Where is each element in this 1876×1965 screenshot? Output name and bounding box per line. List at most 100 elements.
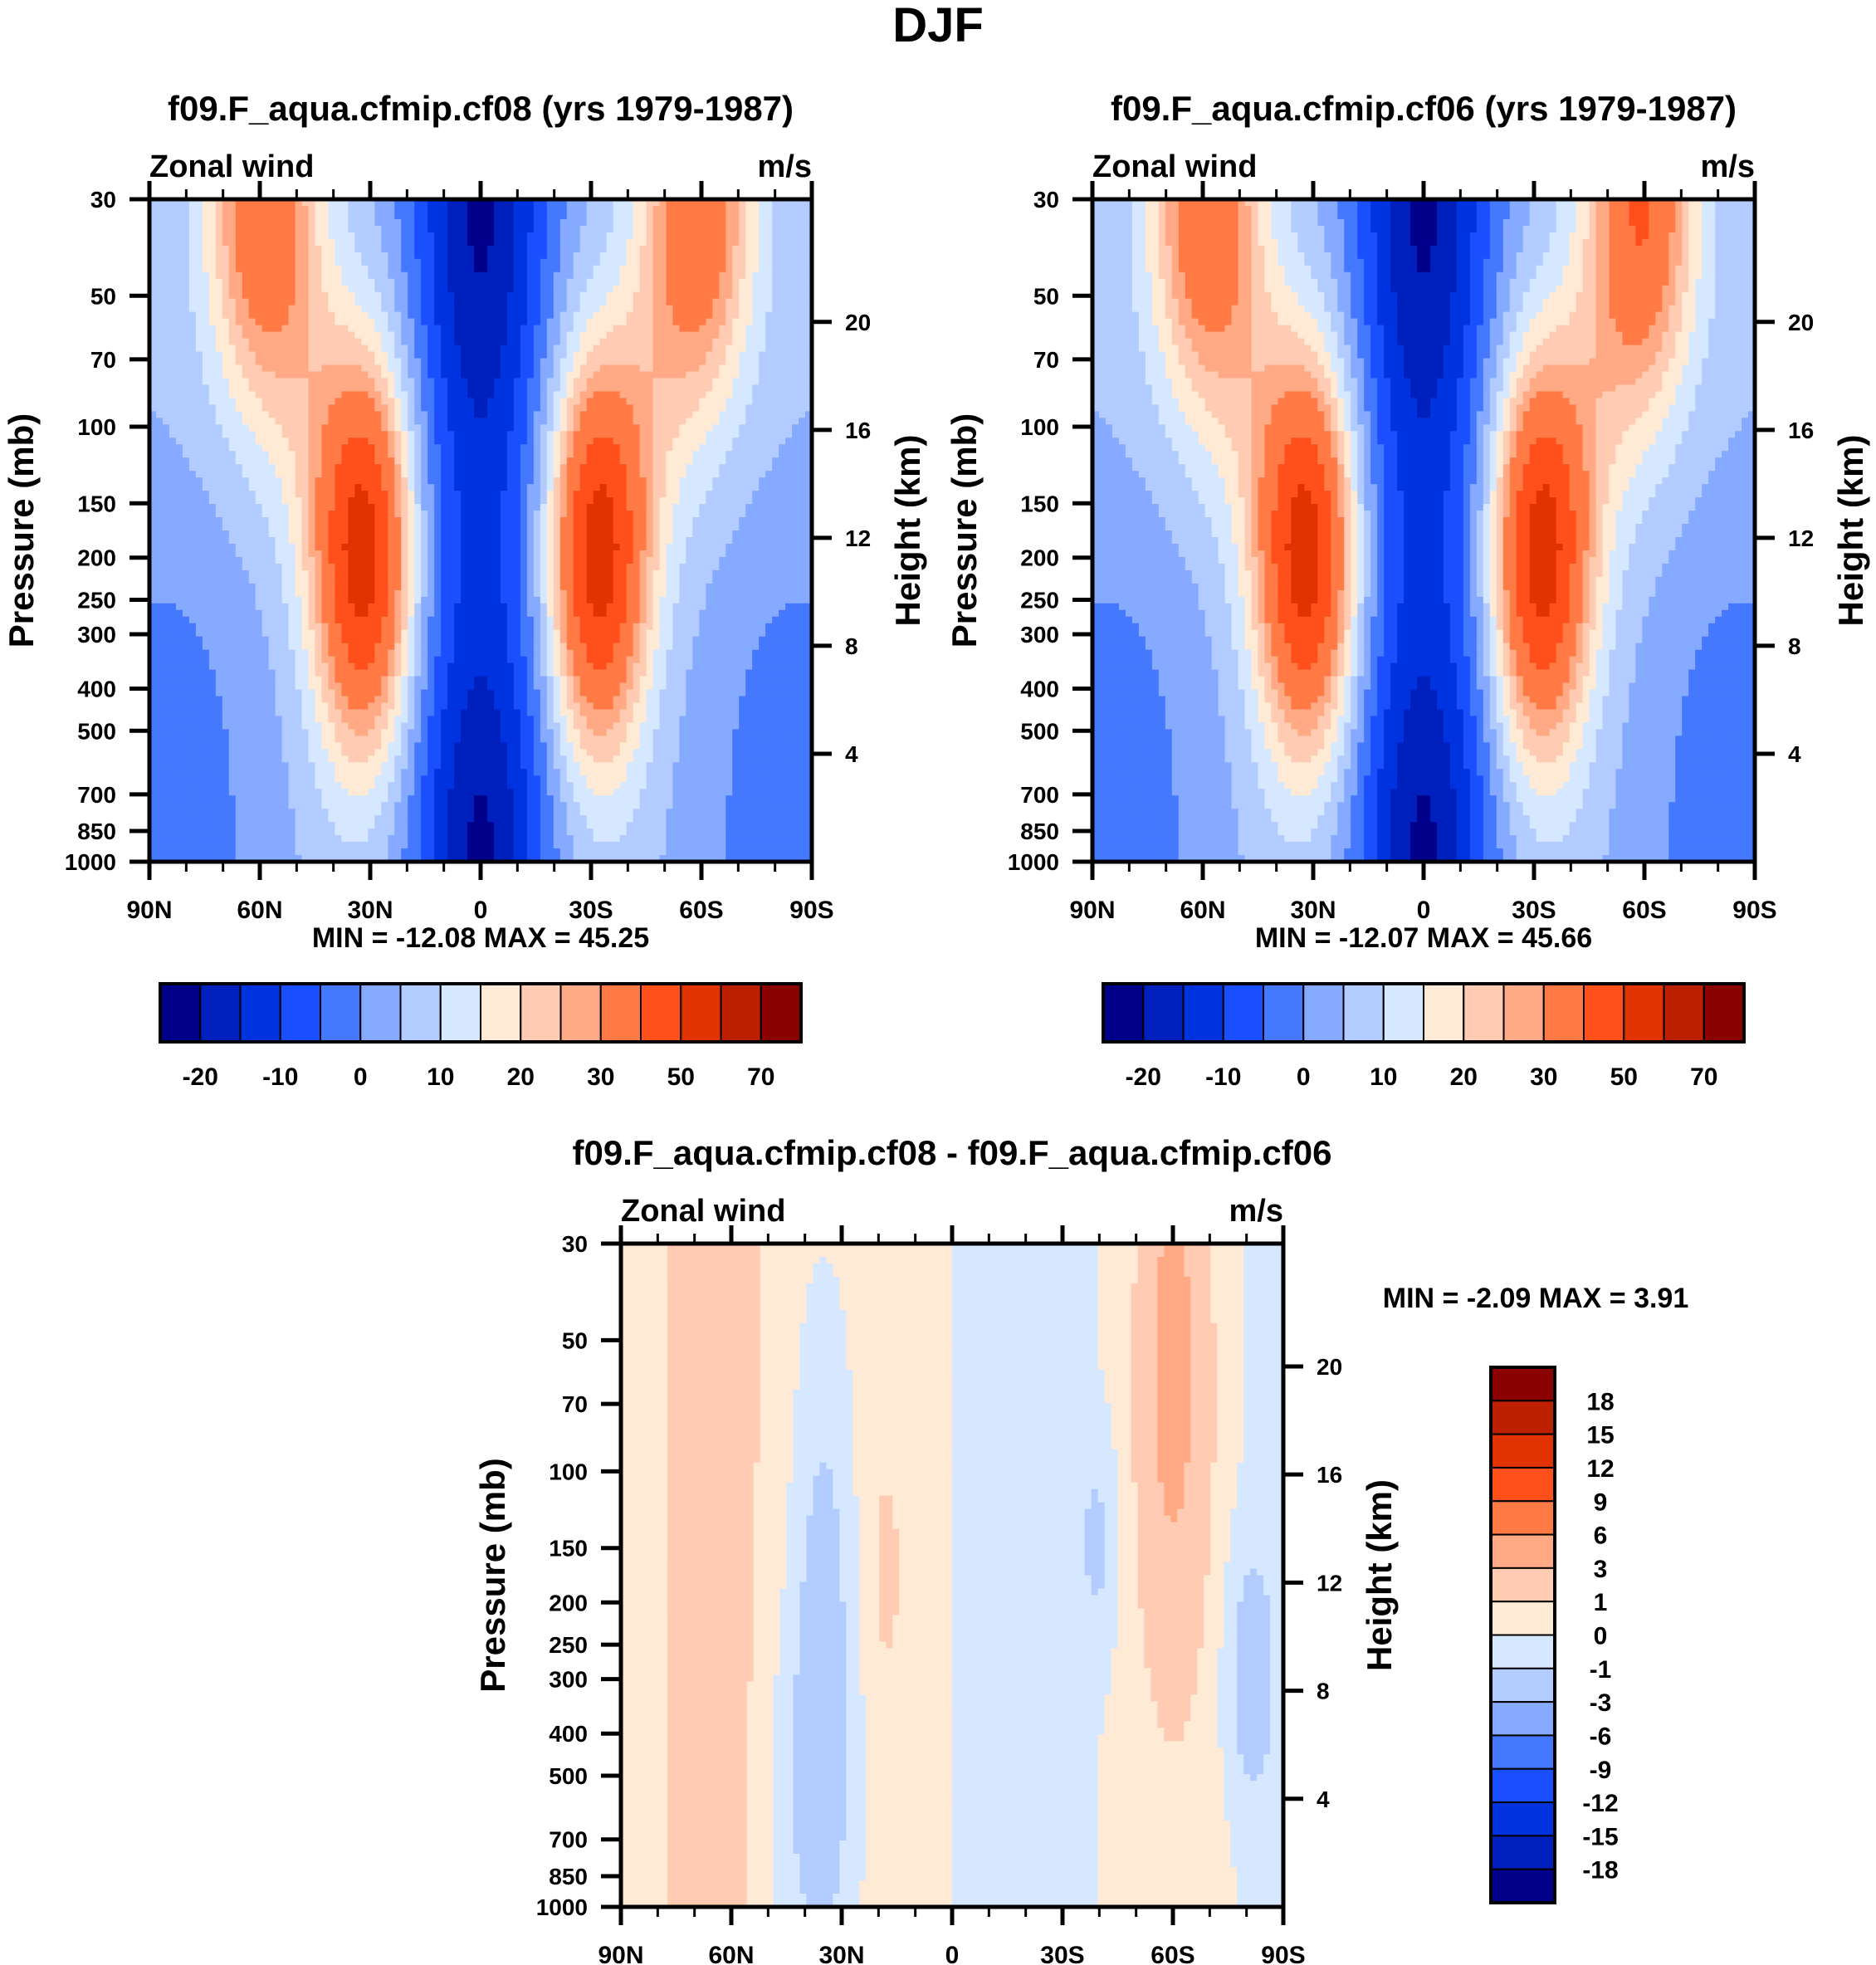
contour-cell [613,205,621,213]
contour-cell [388,497,395,505]
contour-cell [719,311,726,320]
contour-cell [354,238,362,247]
contour-cell [659,524,667,531]
contour-cell [414,331,422,340]
contour-cell [792,265,799,273]
contour-cell [772,252,779,260]
contour-cell [672,457,680,465]
contour-cell [513,524,521,531]
contour-cell [752,364,760,373]
contour-cell [526,451,535,458]
contour-cell [255,524,263,531]
contour-cell [540,477,548,485]
contour-cell [408,265,415,273]
contour-cell [421,457,428,465]
contour-cell [719,391,726,398]
contour-cell [692,511,700,518]
contour-cell [281,371,290,379]
contour-cell [354,431,362,438]
contour-cell [248,457,256,465]
contour-cell [679,378,686,386]
contour-cell [573,491,581,498]
contour-cell [692,398,700,405]
contour-cell [242,345,250,353]
contour-cell [242,444,250,452]
contour-cell [792,345,799,353]
contour-cell [195,418,203,425]
contour-cell [335,431,343,438]
contour-cell [228,345,237,353]
contour-cell [559,411,568,418]
contour-cell [261,378,270,386]
contour-cell [639,477,647,485]
contour-cell [652,252,661,260]
contour-cell [381,205,388,213]
contour-cell [421,437,428,445]
contour-cell [540,278,548,286]
contour-cell [427,285,435,293]
contour-cell [248,411,256,418]
contour-cell [606,491,614,498]
contour-cell [281,252,290,260]
contour-cell [759,318,766,326]
contour-cell [626,325,634,333]
contour-cell [745,384,753,393]
contour-cell [586,491,594,498]
contour-cell [261,477,270,485]
contour-cell [155,371,164,379]
contour-cell [686,358,693,366]
contour-cell [408,471,415,478]
contour-cell [394,318,402,326]
contour-cell [785,285,793,293]
contour-cell [553,205,561,213]
contour-cell [739,517,746,525]
contour-cell [785,391,793,398]
contour-cell [368,232,375,240]
contour-cell [228,245,237,253]
contour-cell [275,305,283,313]
contour-cell [765,424,773,432]
contour-cell [155,205,164,213]
contour-cell [381,258,388,266]
contour-cell [599,511,608,518]
contour-cell [646,384,654,393]
contour-cell [354,278,362,286]
contour-cell [268,325,276,333]
contour-cell [679,218,686,227]
contour-cell [242,504,250,511]
contour-cell [215,371,223,379]
contour-cell [805,437,813,445]
contour-cell [288,411,296,418]
contour-cell [739,218,746,227]
contour-cell [745,517,753,525]
contour-cell [461,345,468,353]
contour-cell [626,437,634,445]
contour-cell [606,212,614,220]
contour-cell [301,271,310,280]
contour-cell [626,258,634,266]
contour-cell [461,477,468,485]
contour-cell [215,491,223,498]
contour-cell [467,484,475,491]
contour-cell [321,245,330,253]
contour-cell [461,225,468,233]
contour-cell [706,291,713,300]
contour-cell [368,424,375,432]
contour-cell [779,325,786,333]
contour-cell [348,504,355,511]
contour-cell [368,378,375,386]
contour-cell [779,278,786,286]
contour-cell [408,437,415,445]
contour-cell [222,311,230,320]
contour-cell [421,225,428,233]
contour-cell [261,504,270,511]
contour-cell [261,238,270,247]
contour-cell [414,398,422,405]
contour-cell [474,491,481,498]
contour-cell [288,497,296,505]
contour-cell [434,305,442,313]
contour-cell [188,411,197,418]
contour-cell [500,504,508,511]
contour-cell [388,464,395,472]
contour-cell [692,331,700,340]
